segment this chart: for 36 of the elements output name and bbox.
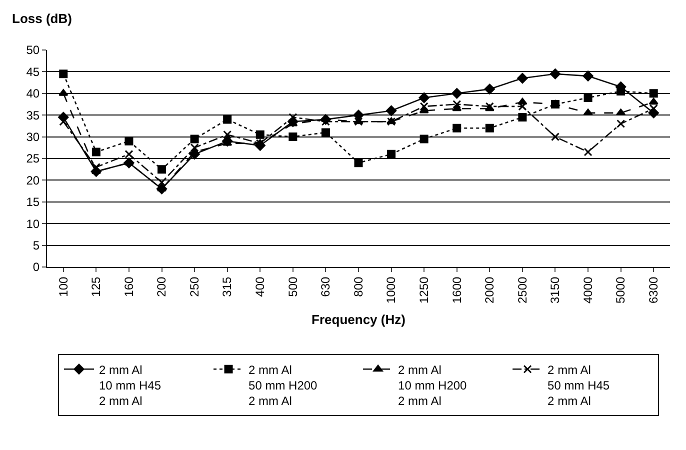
y-tick-label: 40: [26, 86, 40, 101]
x-tick-label: 125: [89, 276, 104, 297]
x-tick-label: 2000: [482, 276, 497, 304]
legend-label: 2 mm Al 50 mm H200 2 mm Al: [248, 362, 318, 408]
x-axis-title: Frequency (Hz): [312, 312, 406, 328]
x-tick-label: 6300: [646, 276, 661, 304]
legend-label: 2 mm Al 50 mm H45 2 mm Al: [548, 362, 610, 408]
y-axis-title: Loss (dB): [12, 11, 72, 26]
x-tick-label: 1000: [384, 276, 398, 304]
x-tick-label: 630: [318, 276, 333, 297]
x-tick-label: 800: [351, 276, 366, 297]
x-tick-label: 2500: [515, 276, 530, 304]
x-tick-label: 500: [286, 276, 300, 297]
y-tick-label: 30: [26, 130, 40, 144]
x-tick-label: 5000: [614, 276, 628, 304]
x-tick-label: 3150: [548, 276, 562, 304]
y-tick-label: 50: [26, 43, 40, 58]
y-tick-label: 45: [26, 64, 40, 79]
x-tick-label: 400: [253, 276, 268, 297]
y-tick-label: 20: [26, 173, 40, 188]
legend-label: 2 mm Al 10 mm H45 2 mm Al: [99, 362, 162, 408]
x-tick-label: 200: [154, 276, 169, 297]
x-tick-label: 4000: [580, 276, 595, 304]
y-tick-label: 10: [26, 216, 40, 231]
y-tick-label: 0: [32, 260, 40, 274]
y-tick-label: 35: [26, 108, 40, 122]
x-tick-label: 160: [122, 276, 136, 297]
x-tick-label: 100: [56, 276, 70, 297]
y-tick-label: 15: [26, 195, 40, 210]
legend-label: 2 mm Al 10 mm H200 2 mm Al: [398, 362, 468, 408]
x-tick-label: 1600: [450, 276, 464, 304]
x-tick-label: 315: [220, 276, 234, 297]
y-tick-label: 25: [26, 152, 40, 166]
x-tick-label: 1250: [416, 276, 431, 304]
x-tick-label: 250: [187, 276, 202, 297]
y-tick-label: 5: [32, 238, 40, 252]
